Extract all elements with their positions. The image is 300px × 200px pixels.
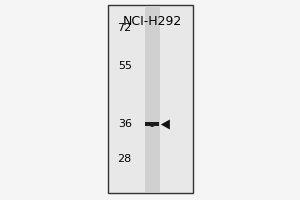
Text: 55: 55 bbox=[118, 61, 132, 71]
Bar bbox=[108, 5, 193, 193]
Polygon shape bbox=[161, 119, 170, 129]
Text: 36: 36 bbox=[118, 119, 132, 129]
Bar bbox=[145, 6, 160, 192]
Text: 72: 72 bbox=[118, 23, 132, 33]
Text: NCI-H292: NCI-H292 bbox=[123, 15, 182, 28]
Circle shape bbox=[150, 122, 155, 127]
Bar bbox=[145, 122, 159, 126]
Text: 28: 28 bbox=[118, 154, 132, 164]
